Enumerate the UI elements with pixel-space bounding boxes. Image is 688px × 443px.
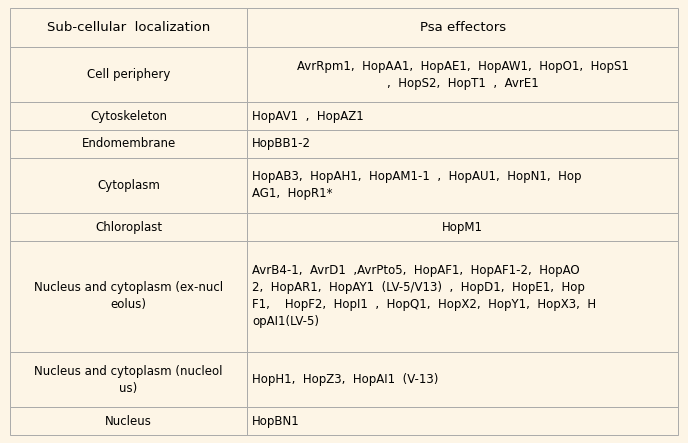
Text: Nucleus: Nucleus: [105, 415, 152, 427]
Bar: [247, 241, 678, 352]
Bar: [10, 407, 247, 435]
Text: HopH1,  HopZ3,  HopAI1  (V-13): HopH1, HopZ3, HopAI1 (V-13): [252, 373, 438, 386]
Bar: [247, 213, 678, 241]
Bar: [247, 8, 678, 47]
Text: HopAB3,  HopAH1,  HopAM1-1  ,  HopAU1,  HopN1,  Hop
AG1,  HopR1*: HopAB3, HopAH1, HopAM1-1 , HopAU1, HopN1…: [252, 171, 581, 200]
Bar: [10, 130, 247, 158]
Bar: [10, 158, 247, 213]
Text: Cytoplasm: Cytoplasm: [97, 179, 160, 192]
Text: Cytoskeleton: Cytoskeleton: [90, 109, 167, 123]
Text: HopM1: HopM1: [442, 221, 483, 233]
Text: HopBB1-2: HopBB1-2: [252, 137, 311, 150]
Bar: [10, 213, 247, 241]
Text: HopAV1  ,  HopAZ1: HopAV1 , HopAZ1: [252, 109, 364, 123]
Text: Sub-cellular  localization: Sub-cellular localization: [47, 21, 211, 34]
Bar: [10, 241, 247, 352]
Bar: [10, 8, 247, 47]
Bar: [247, 352, 678, 407]
Text: AvrRpm1,  HopAA1,  HopAE1,  HopAW1,  HopO1,  HopS1
,  HopS2,  HopT1  ,  AvrE1: AvrRpm1, HopAA1, HopAE1, HopAW1, HopO1, …: [297, 59, 629, 89]
Text: Psa effectors: Psa effectors: [420, 21, 506, 34]
Bar: [10, 102, 247, 130]
Bar: [247, 130, 678, 158]
Text: HopBN1: HopBN1: [252, 415, 300, 427]
Text: Nucleus and cytoplasm (nucleol
us): Nucleus and cytoplasm (nucleol us): [34, 365, 223, 395]
Bar: [10, 47, 247, 102]
Bar: [247, 102, 678, 130]
Bar: [247, 407, 678, 435]
Text: AvrB4-1,  AvrD1  ,AvrPto5,  HopAF1,  HopAF1-2,  HopAO
2,  HopAR1,  HopAY1  (LV-5: AvrB4-1, AvrD1 ,AvrPto5, HopAF1, HopAF1-…: [252, 264, 596, 328]
Text: Nucleus and cytoplasm (ex-nucl
eolus): Nucleus and cytoplasm (ex-nucl eolus): [34, 281, 223, 311]
Bar: [10, 352, 247, 407]
Text: Cell periphery: Cell periphery: [87, 68, 170, 81]
Text: Endomembrane: Endomembrane: [81, 137, 175, 150]
Bar: [247, 158, 678, 213]
Bar: [247, 47, 678, 102]
Text: Chloroplast: Chloroplast: [95, 221, 162, 233]
